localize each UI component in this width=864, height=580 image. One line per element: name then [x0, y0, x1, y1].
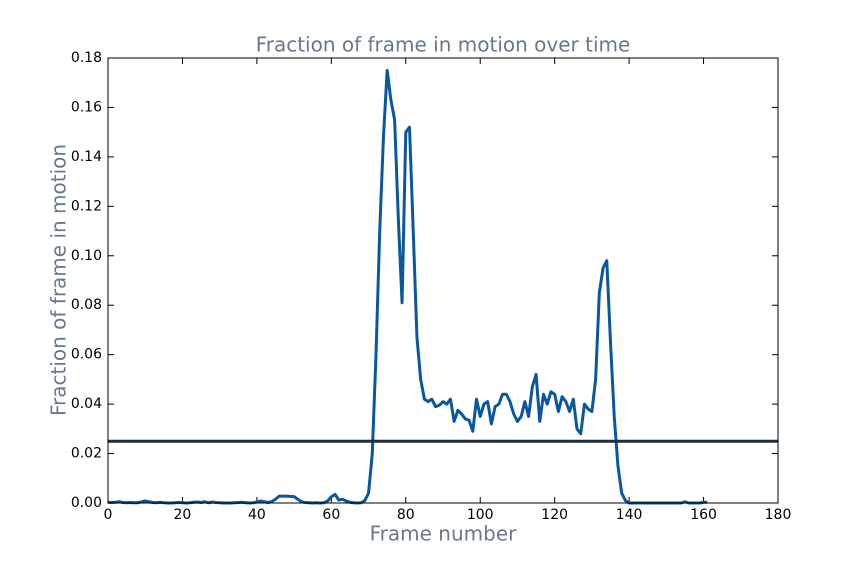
- x-tick-label: 160: [690, 507, 717, 523]
- y-tick-label: 0.06: [71, 347, 102, 363]
- y-tick-label: 0.04: [71, 396, 102, 412]
- y-tick-label: 0.02: [71, 446, 102, 462]
- y-tick-label: 0.18: [71, 50, 102, 66]
- y-tick-label: 0.10: [71, 248, 102, 264]
- x-axis-label: Frame number: [370, 522, 518, 546]
- plot-frame: [107, 57, 779, 504]
- x-tick-label: 140: [616, 507, 643, 523]
- chart-title: Fraction of frame in motion over time: [256, 33, 631, 57]
- x-tick-label: 180: [765, 507, 792, 523]
- x-tick-label: 120: [541, 507, 568, 523]
- x-tick-label: 40: [248, 507, 266, 523]
- x-tick-label: 0: [104, 507, 113, 523]
- x-tick-label: 60: [322, 507, 340, 523]
- x-tick-label: 100: [467, 507, 494, 523]
- y-tick-label: 0.08: [71, 297, 102, 313]
- y-tick-label: 0.16: [71, 99, 102, 115]
- x-tick-label: 20: [174, 507, 192, 523]
- y-tick-label: 0.00: [71, 495, 102, 511]
- y-tick-label: 0.14: [71, 149, 102, 165]
- y-tick-label: 0.12: [71, 198, 102, 214]
- y-axis-label: Fraction of frame in motion: [47, 144, 71, 416]
- x-tick-label: 80: [397, 507, 415, 523]
